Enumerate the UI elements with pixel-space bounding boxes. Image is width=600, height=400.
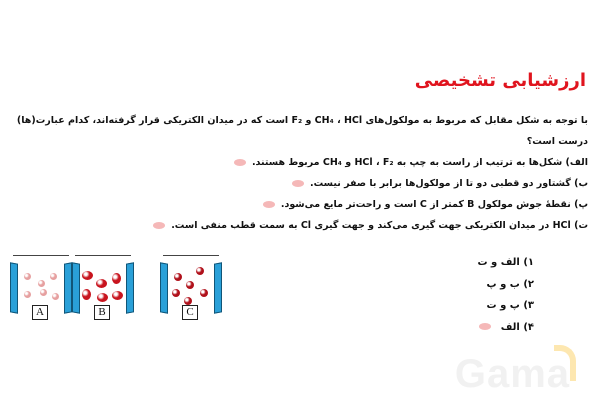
- choice-number: ۲): [523, 278, 534, 290]
- molecule: [38, 280, 45, 287]
- statement-be: ب) گشتاور دو قطبی دو تا از مولکول‌ها برا…: [12, 173, 588, 194]
- plate-right: [126, 262, 134, 314]
- molecule: [184, 297, 192, 305]
- stamp-icon: [479, 323, 492, 330]
- statement-te: ت) HCl در میدان الکتریکی جهت گیری می‌کند…: [12, 215, 588, 236]
- choice-text: پ و ت: [486, 300, 520, 311]
- question-line-2: درست است؟: [526, 136, 588, 147]
- molecule: [112, 273, 121, 284]
- plate-left: [160, 262, 168, 314]
- statement-alef: الف) شکل‌ها به ترتیب از راست به چپ به HC…: [12, 152, 588, 173]
- molecule: [174, 273, 182, 281]
- figure-label: A: [32, 305, 48, 320]
- statement-text: ب) گشتاور دو قطبی دو تا از مولکول‌ها برا…: [310, 178, 588, 189]
- wire: [163, 255, 219, 256]
- molecule: [24, 273, 31, 280]
- logo-arc-icon: [554, 345, 576, 381]
- choice-text: الف و ت: [477, 257, 520, 268]
- molecule: [24, 291, 31, 298]
- molecule: [52, 293, 59, 300]
- figure-label: C: [182, 305, 198, 320]
- choice-1[interactable]: ۱) الف و ت: [478, 252, 535, 274]
- choice-3[interactable]: ۳) پ و ت: [478, 295, 534, 317]
- answer-choices: ۱) الف و ت ۲) ب و پ ۳) پ و ت ۴) الف: [478, 252, 535, 338]
- plate-right: [214, 262, 222, 314]
- figure-a: A: [10, 253, 72, 323]
- choice-text: ب و پ: [486, 278, 520, 290]
- molecule: [40, 289, 47, 296]
- stamp-icon: [153, 222, 166, 229]
- statement-text: پ) نقطهٔ جوش مولکول B کمتر از C است و را…: [280, 199, 588, 210]
- wire: [75, 255, 131, 256]
- molecule: [186, 281, 194, 289]
- molecule: [97, 293, 108, 302]
- wire: [13, 255, 69, 256]
- molecule: [172, 289, 180, 297]
- plate-left: [72, 262, 80, 314]
- figure-c: C: [160, 253, 222, 323]
- molecule: [112, 291, 123, 300]
- figure-label: B: [94, 305, 110, 320]
- question-line-1: با توجه به شکل مقابل که مربوط به مولکول‌…: [16, 115, 588, 126]
- choice-number: ۴): [523, 321, 534, 333]
- plate-left: [10, 262, 18, 314]
- choice-number: ۳): [523, 300, 534, 311]
- question-block: با توجه به شکل مقابل که مربوط به مولکول‌…: [12, 110, 588, 236]
- statement-text: الف) شکل‌ها به ترتیب از راست به چپ به HC…: [251, 157, 588, 168]
- choice-number: ۱): [523, 257, 534, 268]
- statement-pe: پ) نقطهٔ جوش مولکول B کمتر از C است و را…: [12, 194, 588, 215]
- molecule: [196, 267, 204, 275]
- watermark-logo: Gama: [454, 352, 570, 396]
- stamp-icon: [292, 180, 304, 187]
- choice-4[interactable]: ۴) الف: [478, 317, 534, 339]
- page-title: ارزشیابی تشخیصی: [414, 70, 586, 91]
- choice-2[interactable]: ۲) ب و پ: [478, 274, 534, 296]
- molecule: [50, 273, 57, 280]
- molecule: [200, 289, 208, 297]
- molecule: [82, 289, 91, 300]
- figure-b: B: [72, 253, 134, 323]
- plate-right: [64, 262, 72, 314]
- choice-text: الف: [500, 321, 520, 333]
- stamp-icon: [262, 201, 275, 208]
- stamp-icon: [233, 159, 246, 166]
- statement-text: ت) HCl در میدان الکتریکی جهت گیری می‌کند…: [171, 220, 588, 231]
- molecule: [82, 271, 93, 280]
- molecule: [96, 279, 107, 288]
